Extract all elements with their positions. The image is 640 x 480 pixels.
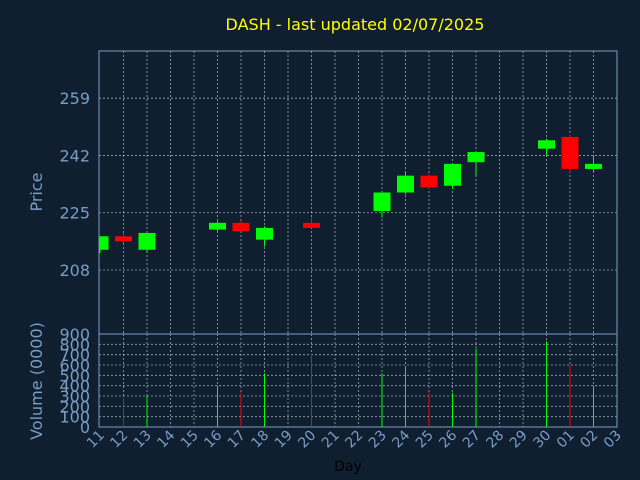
candle-body <box>256 227 273 240</box>
x-tick-label: 23 <box>366 428 390 452</box>
price-tick-label: 259 <box>59 89 90 108</box>
x-tick-label: 29 <box>507 428 531 452</box>
candle-body <box>585 163 602 169</box>
volume-tick-label: 600 <box>59 356 90 375</box>
candle-body <box>444 163 461 186</box>
candle-body <box>100 236 109 250</box>
volume-layer <box>123 341 594 427</box>
x-axis-label: Day <box>334 459 362 475</box>
volume-tick-label: 0 <box>80 418 90 437</box>
x-tick-label: 17 <box>225 428 249 452</box>
grid-layer <box>99 51 617 427</box>
volume-tick-label: 500 <box>59 366 90 385</box>
volume-tick-label: 700 <box>59 346 90 365</box>
volume-tick-label: 200 <box>59 397 90 416</box>
volume-tick-label: 800 <box>59 335 90 354</box>
volume-axis-label: Volume (0000) <box>27 322 46 440</box>
x-tick-labels: 11 12 13 14 15 16 17 18 19 20 21 22 23 24 25 26 27 28 29 30… <box>84 427 625 451</box>
candle-body <box>303 222 320 228</box>
price-axis-label: Price <box>27 172 46 211</box>
x-tick-label: 13 <box>131 428 155 452</box>
price-tick-label: 225 <box>59 204 90 223</box>
x-tick-label: 27 <box>460 428 484 452</box>
price-panel-frame <box>98 50 618 335</box>
candle-body <box>373 192 391 212</box>
x-tick-label: 21 <box>319 428 343 452</box>
price-tick-label: 242 <box>59 146 90 165</box>
x-tick-label: 03 <box>601 428 625 452</box>
candle-body <box>467 152 485 163</box>
volume-tick-label: 400 <box>59 377 90 396</box>
candle-body <box>561 136 579 169</box>
x-tick-label: 24 <box>389 427 413 451</box>
x-tick-label: 14 <box>154 427 178 451</box>
x-tick-label: 01 <box>554 428 578 452</box>
volume-tick-label: 100 <box>59 408 90 427</box>
x-tick-label: 28 <box>483 428 507 452</box>
volume-panel-frame <box>98 333 618 428</box>
x-tick-label: 20 <box>295 428 319 452</box>
candle-body <box>232 222 250 232</box>
candle-body <box>397 175 414 193</box>
x-tick-label: 30 <box>530 428 554 452</box>
x-tick-label: 22 <box>342 428 366 452</box>
x-tick-label: 15 <box>178 428 202 452</box>
candle-body <box>138 232 156 250</box>
x-tick-label: 25 <box>413 428 437 452</box>
x-tick-label: 12 <box>107 428 131 452</box>
x-tick-label: 02 <box>577 428 601 452</box>
x-tick-label: 16 <box>201 427 225 451</box>
candle-body <box>538 140 555 149</box>
chart-title: DASH - last updated 02/07/2025 <box>226 15 485 34</box>
price-tick-label: 208 <box>59 261 90 280</box>
x-tick-label: 19 <box>272 428 296 452</box>
candle-body <box>115 236 132 242</box>
candle-body <box>209 222 226 230</box>
candle-layer <box>99 135 602 254</box>
x-tick-label: 26 <box>436 427 460 451</box>
x-tick-label: 18 <box>248 428 272 452</box>
candle-body <box>420 175 438 188</box>
volume-tick-label: 900 <box>59 325 90 344</box>
volume-tick-label: 300 <box>59 387 90 406</box>
